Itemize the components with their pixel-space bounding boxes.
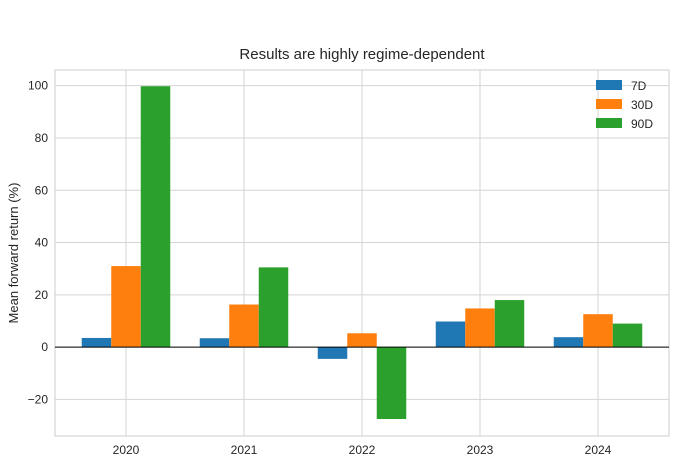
y-tick-label: 60: [35, 183, 49, 197]
x-tick-label: 2021: [231, 443, 258, 457]
legend-label: 7D: [631, 79, 647, 93]
bar-90d-2022: [376, 347, 407, 420]
y-tick-label: 80: [35, 131, 49, 145]
x-tick-label: 2020: [113, 443, 140, 457]
x-tick-label: 2023: [467, 443, 494, 457]
y-tick-label: 0: [41, 340, 48, 354]
bar-7d-2023: [435, 321, 466, 348]
x-tick-label: 2022: [349, 443, 376, 457]
bar-7d-2020: [81, 337, 112, 348]
bar-30d-2022: [347, 333, 377, 348]
bar-7d-2021: [199, 338, 230, 348]
y-tick-label: 100: [28, 79, 48, 93]
bar-90d-2021: [258, 267, 289, 348]
x-tick-label: 2024: [585, 443, 612, 457]
x-ticks: 2020 2021 2022 2023 2024: [113, 443, 612, 457]
legend-swatch: [596, 99, 622, 109]
bar-7d-2022: [317, 347, 348, 359]
bar-30d-2023: [465, 308, 495, 348]
y-tick-label: 20: [35, 288, 49, 302]
y-tick-label: 40: [35, 236, 49, 250]
chart-title: Results are highly regime-dependent: [239, 46, 485, 63]
bar-90d-2020: [140, 86, 171, 348]
legend-label: 30D: [631, 98, 653, 112]
legend: 7D 30D 90D: [596, 79, 653, 131]
y-axis-label: Mean forward return (%): [6, 183, 21, 324]
bar-30d-2020: [111, 266, 141, 348]
bars: [81, 86, 643, 420]
y-tick-label: −20: [28, 392, 49, 406]
bar-90d-2023: [494, 300, 525, 348]
legend-swatch: [596, 118, 622, 128]
bar-30d-2021: [229, 304, 259, 348]
legend-label: 90D: [631, 117, 653, 131]
bar-7d-2024: [553, 337, 584, 348]
y-ticks: 100 80 60 40 20 0 −20: [28, 79, 49, 407]
bar-90d-2024: [612, 323, 643, 348]
bar-30d-2024: [583, 314, 613, 348]
legend-swatch: [596, 80, 622, 90]
